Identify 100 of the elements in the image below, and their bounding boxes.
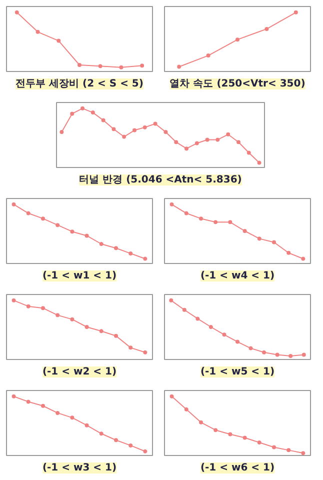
point <box>153 122 158 126</box>
text: (-1 < w6 < 1) <box>200 462 275 474</box>
point <box>114 246 118 250</box>
point <box>182 308 186 312</box>
point <box>286 250 291 255</box>
point <box>128 251 133 256</box>
point <box>99 329 104 334</box>
point <box>228 220 232 224</box>
point <box>143 256 148 261</box>
point <box>257 236 262 241</box>
point <box>26 211 30 216</box>
point <box>226 132 230 136</box>
point <box>294 10 298 14</box>
point <box>288 354 293 358</box>
point <box>26 304 30 308</box>
point <box>12 394 16 398</box>
point <box>302 352 306 357</box>
point <box>14 10 19 14</box>
point <box>170 202 174 206</box>
point <box>114 334 118 338</box>
point <box>12 202 16 206</box>
point <box>216 138 220 142</box>
point <box>142 125 147 130</box>
text: (-1 < w1 < 1) <box>42 270 117 282</box>
point <box>99 242 104 246</box>
point <box>199 216 203 221</box>
point <box>41 306 45 310</box>
point <box>119 65 124 70</box>
point <box>262 350 266 354</box>
point <box>205 138 210 142</box>
point <box>143 449 148 454</box>
point <box>41 216 45 221</box>
point <box>78 63 82 67</box>
text: (-1 < w3 < 1) <box>42 462 117 474</box>
point <box>112 127 116 132</box>
point <box>242 229 247 233</box>
point <box>174 140 178 144</box>
point <box>272 445 276 450</box>
point <box>12 298 16 302</box>
point <box>264 26 269 31</box>
point <box>257 160 262 165</box>
point <box>222 332 226 337</box>
point <box>90 110 95 115</box>
point <box>56 313 60 318</box>
point <box>128 443 133 448</box>
point <box>208 325 213 329</box>
point <box>194 141 199 146</box>
point <box>169 298 174 302</box>
point <box>242 436 247 440</box>
point <box>132 128 136 132</box>
point <box>143 350 148 354</box>
point <box>70 230 74 234</box>
text: (-1 < w5 < 1) <box>200 366 275 378</box>
point <box>99 432 104 436</box>
point <box>41 404 45 408</box>
text: 열차 속도 (250<Vtr< 350) <box>170 78 306 90</box>
point <box>275 352 280 357</box>
point <box>177 64 182 69</box>
point <box>56 223 60 228</box>
point <box>301 451 306 456</box>
point <box>114 438 118 442</box>
point <box>196 316 200 321</box>
point <box>170 394 174 398</box>
text: (-1 < w4 < 1) <box>200 270 275 282</box>
point <box>84 234 89 238</box>
point <box>248 346 253 350</box>
point <box>80 106 84 110</box>
point <box>184 146 188 151</box>
point <box>236 38 240 42</box>
point <box>272 240 276 244</box>
text: 전두부 세장비 (2 < S < 5) <box>16 78 144 90</box>
point <box>246 150 251 155</box>
point <box>128 346 133 350</box>
point <box>164 130 168 134</box>
point <box>98 64 102 68</box>
point <box>70 416 74 420</box>
point <box>199 420 203 424</box>
point <box>214 220 218 224</box>
point <box>236 340 240 344</box>
text: (-1 < w2 < 1) <box>42 366 117 378</box>
point <box>70 112 74 116</box>
point <box>70 317 74 322</box>
point <box>214 428 218 432</box>
point <box>257 440 262 444</box>
point <box>56 410 60 415</box>
point <box>84 325 89 329</box>
point <box>140 64 144 68</box>
point <box>122 134 126 139</box>
point <box>101 118 106 122</box>
point <box>286 448 291 452</box>
point <box>236 140 240 144</box>
point <box>26 400 30 404</box>
point <box>301 256 306 261</box>
point <box>84 423 89 428</box>
point <box>184 211 188 216</box>
point <box>36 30 40 34</box>
text: 터널 반경 (5.046 <Atn< 5.836) <box>79 174 242 186</box>
point <box>184 407 188 412</box>
point <box>206 54 210 58</box>
point <box>56 38 61 43</box>
